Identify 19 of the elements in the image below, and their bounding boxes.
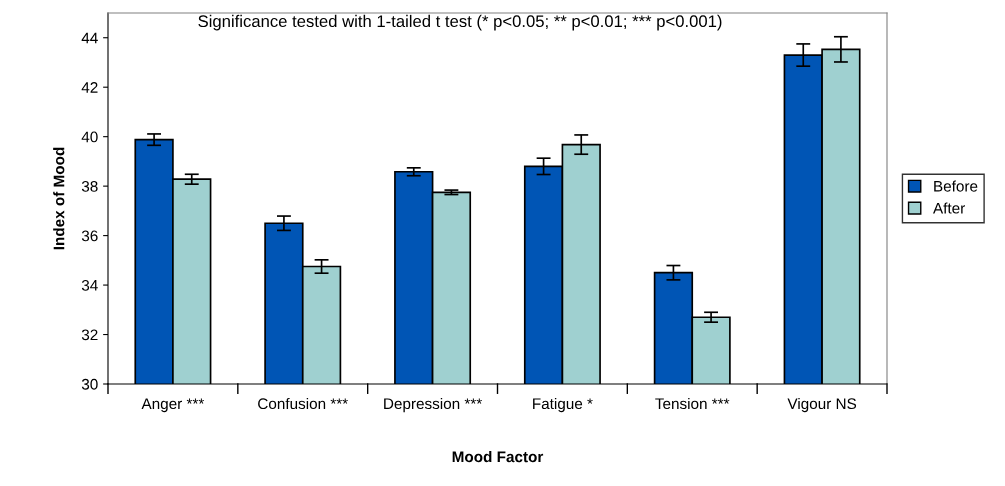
y-tick-label: 42 xyxy=(81,82,98,93)
x-tick-label: Confusion *** xyxy=(258,397,348,410)
y-tick-label: 38 xyxy=(81,181,98,192)
x-tick-label: Fatigue * xyxy=(533,397,593,413)
x-axis-title: Mood Factor xyxy=(452,451,544,463)
x-tick-label: Tension *** xyxy=(655,397,730,410)
y-tick-label: 32 xyxy=(81,329,98,341)
y-axis-title: Index of Mood xyxy=(53,147,65,250)
x-tick-label: Vigour NS xyxy=(787,397,857,413)
y-tick-label: 34 xyxy=(81,279,98,291)
legend-label: After xyxy=(933,202,965,214)
annotation: Significance tested with 1-tailed t test (* p<0.05; ** p<0.01; *** p<0.001) xyxy=(198,14,722,31)
y-tick-label: 44 xyxy=(81,32,98,44)
y-tick-label: 36 xyxy=(81,230,98,242)
x-tick-label: Anger *** xyxy=(141,398,205,413)
y-tick-label: 30 xyxy=(81,378,98,390)
legend-label: Before xyxy=(934,180,978,192)
y-tick-label: 40 xyxy=(81,131,98,143)
x-tick-label: Depression *** xyxy=(384,397,483,413)
